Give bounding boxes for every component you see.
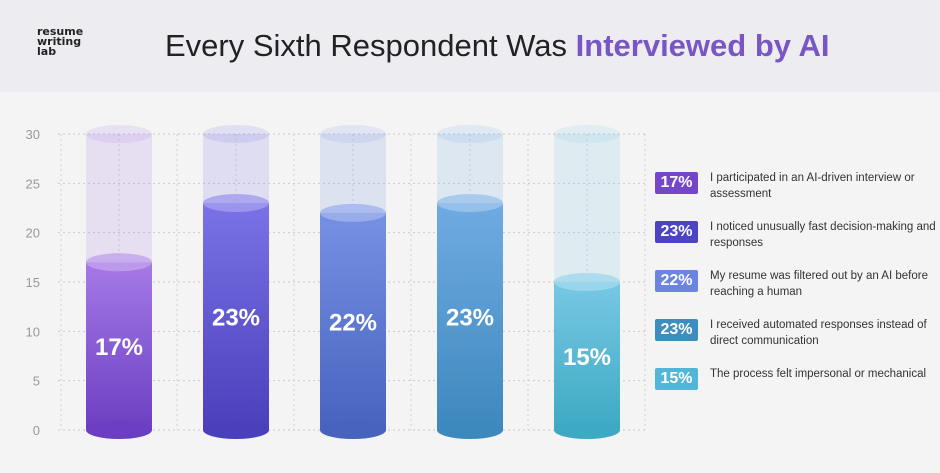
y-tick-label: 15 bbox=[26, 275, 40, 290]
bar-background bbox=[320, 134, 386, 213]
bar-chart: 0 5 10 15 20 25 30 17% 23% 22% 23% 15% bbox=[26, 125, 646, 439]
bar-value-label: 17% bbox=[95, 334, 143, 361]
legend-text: I noticed unusually fast decision-making… bbox=[710, 221, 936, 249]
bar-top bbox=[86, 253, 152, 272]
legend-badge: 15% bbox=[655, 368, 698, 390]
title-plain: Every Sixth Respondent Was bbox=[165, 28, 576, 63]
bar-top bbox=[203, 194, 269, 213]
y-tick-label: 20 bbox=[26, 226, 40, 241]
header: resume writing lab Every Sixth Responden… bbox=[0, 0, 940, 92]
bar-background-top bbox=[86, 125, 152, 143]
bar-background bbox=[86, 134, 152, 263]
bar-bottom bbox=[203, 421, 269, 439]
legend-text: I received automated responses instead o… bbox=[710, 319, 927, 347]
bar-bottom bbox=[86, 421, 152, 439]
legend-badge: 22% bbox=[655, 270, 698, 292]
bar-background-top bbox=[320, 125, 386, 143]
bar-bottom bbox=[320, 421, 386, 439]
logo-line: lab bbox=[37, 45, 57, 58]
bar-top-highlight bbox=[86, 253, 152, 272]
title-highlight: Interviewed by AI bbox=[575, 28, 830, 63]
y-tick-label: 25 bbox=[26, 176, 40, 191]
bar-top-highlight bbox=[437, 194, 503, 213]
bar-value-label: 23% bbox=[446, 305, 494, 332]
bar-background-top bbox=[203, 125, 269, 143]
legend-badge: 17% bbox=[655, 172, 698, 194]
bar-top bbox=[437, 194, 503, 213]
bar-background-top bbox=[437, 125, 503, 143]
bar-background bbox=[437, 134, 503, 204]
bar-top bbox=[320, 203, 386, 222]
bar-value-label: 22% bbox=[329, 309, 377, 336]
page-title: Every Sixth Respondent Was Interviewed b… bbox=[165, 28, 829, 64]
legend-text: I participated in an AI-driven interview… bbox=[710, 172, 915, 200]
bar bbox=[86, 262, 152, 430]
legend-badge: 23% bbox=[655, 221, 698, 243]
bar-background bbox=[554, 134, 620, 282]
bar-bottom bbox=[554, 421, 620, 439]
y-tick-label: 30 bbox=[26, 127, 40, 142]
bar-value-label: 23% bbox=[212, 305, 260, 332]
bar-top bbox=[554, 273, 620, 291]
legend-badge: 23% bbox=[655, 319, 698, 341]
bar-top-highlight bbox=[554, 273, 620, 291]
legend-text: The process felt impersonal or mechanica… bbox=[710, 368, 927, 380]
logo-line: writing bbox=[37, 35, 82, 48]
legend-text: My resume was filtered out by an AI befo… bbox=[710, 270, 928, 298]
bar bbox=[203, 203, 269, 430]
y-tick-label: 10 bbox=[26, 324, 40, 339]
y-tick-label: 0 bbox=[33, 423, 40, 438]
logo: resume writing lab bbox=[37, 25, 84, 58]
bar-background-top bbox=[554, 125, 620, 143]
bar-value-label: 15% bbox=[563, 344, 611, 371]
bar-top-highlight bbox=[203, 194, 269, 213]
bar bbox=[320, 212, 386, 430]
bar-background bbox=[203, 134, 269, 204]
bar-bottom bbox=[437, 421, 503, 439]
bar bbox=[437, 203, 503, 430]
bar-top-highlight bbox=[320, 203, 386, 222]
y-tick-label: 5 bbox=[33, 374, 40, 389]
bar bbox=[554, 282, 620, 430]
logo-line: resume bbox=[37, 25, 84, 38]
